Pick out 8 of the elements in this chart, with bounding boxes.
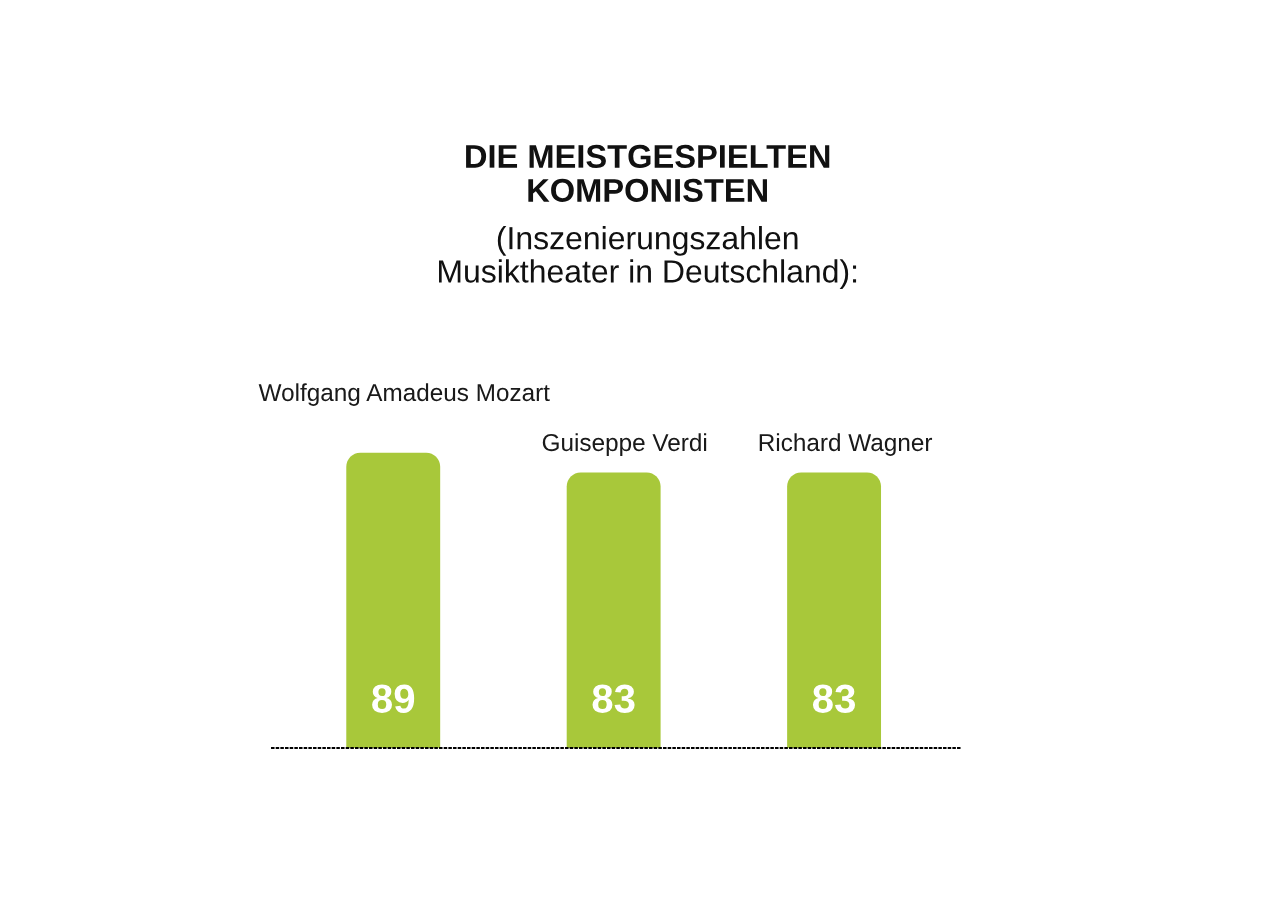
data-label: 83: [592, 684, 635, 714]
data-label: 89: [372, 684, 415, 713]
x-tick-label: Guiseppe Verdi: [542, 433, 707, 456]
data-label: 83: [812, 684, 856, 714]
chart-title: DIE MEISTGESPIELTEN KOMPONISTEN: [466, 144, 830, 202]
x-tick-label: Wolfgang Amadeus Mozart: [258, 383, 550, 406]
chart-subtitle: (Inszenierungszahlen Musiktheater in Deutschland):: [439, 226, 857, 290]
x-tick-label: Richard Wagner: [759, 433, 933, 456]
